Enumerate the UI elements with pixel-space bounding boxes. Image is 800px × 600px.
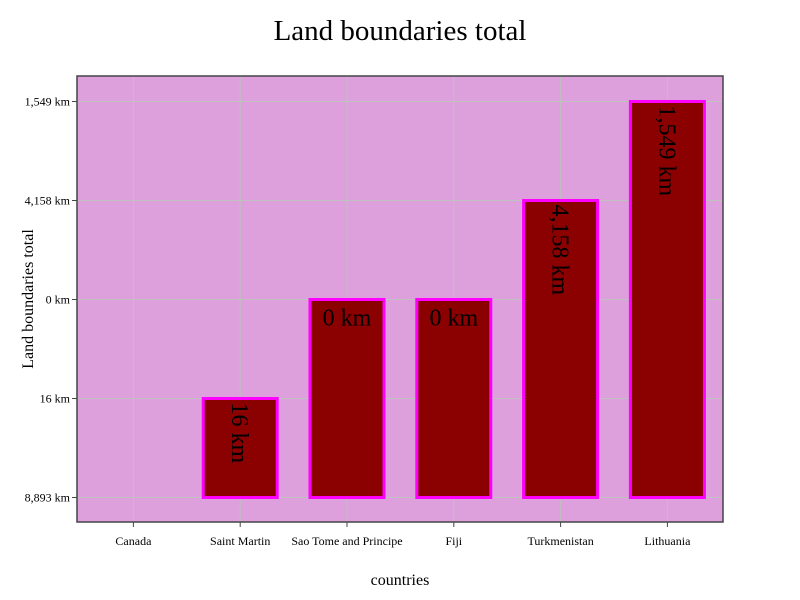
data-label: 16 km bbox=[226, 403, 252, 464]
data-labels-group: 16 km 0 km 0 km 4,158 km 1,549 km bbox=[226, 106, 679, 464]
chart-title: Land boundaries total bbox=[274, 15, 527, 47]
data-label: 0 km bbox=[323, 306, 372, 332]
x-tick-label: Fiji bbox=[445, 534, 462, 548]
data-label: 4,158 km bbox=[547, 205, 573, 296]
data-label: 0 km bbox=[429, 306, 478, 332]
bar bbox=[628, 100, 706, 499]
x-axis: Canada Saint Martin Sao Tome and Principe F… bbox=[115, 522, 691, 548]
y-tick-label: 8,893 km bbox=[25, 491, 71, 505]
x-tick-label: Canada bbox=[115, 534, 152, 548]
x-tick-label: Turkmenistan bbox=[527, 534, 593, 548]
y-tick-label: 0 km bbox=[46, 293, 71, 307]
y-tick-label: 16 km bbox=[40, 392, 71, 406]
y-tick-label: 1,549 km bbox=[25, 95, 71, 109]
y-axis-title: Land boundaries total bbox=[20, 229, 37, 369]
x-tick-label: Saint Martin bbox=[210, 534, 270, 548]
x-tick-label: Lithuania bbox=[644, 534, 691, 548]
y-tick-label: 4,158 km bbox=[25, 194, 71, 208]
bars-group bbox=[201, 100, 706, 499]
bar bbox=[201, 397, 279, 499]
x-tick-label: Sao Tome and Principe bbox=[291, 534, 402, 548]
y-axis: 8,893 km 16 km 0 km 4,158 km 1,549 km bbox=[25, 95, 77, 505]
bar bbox=[522, 199, 600, 499]
bar bbox=[415, 298, 493, 499]
bar bbox=[308, 298, 386, 499]
data-label: 1,549 km bbox=[653, 106, 679, 197]
x-axis-title: countries bbox=[371, 572, 430, 589]
